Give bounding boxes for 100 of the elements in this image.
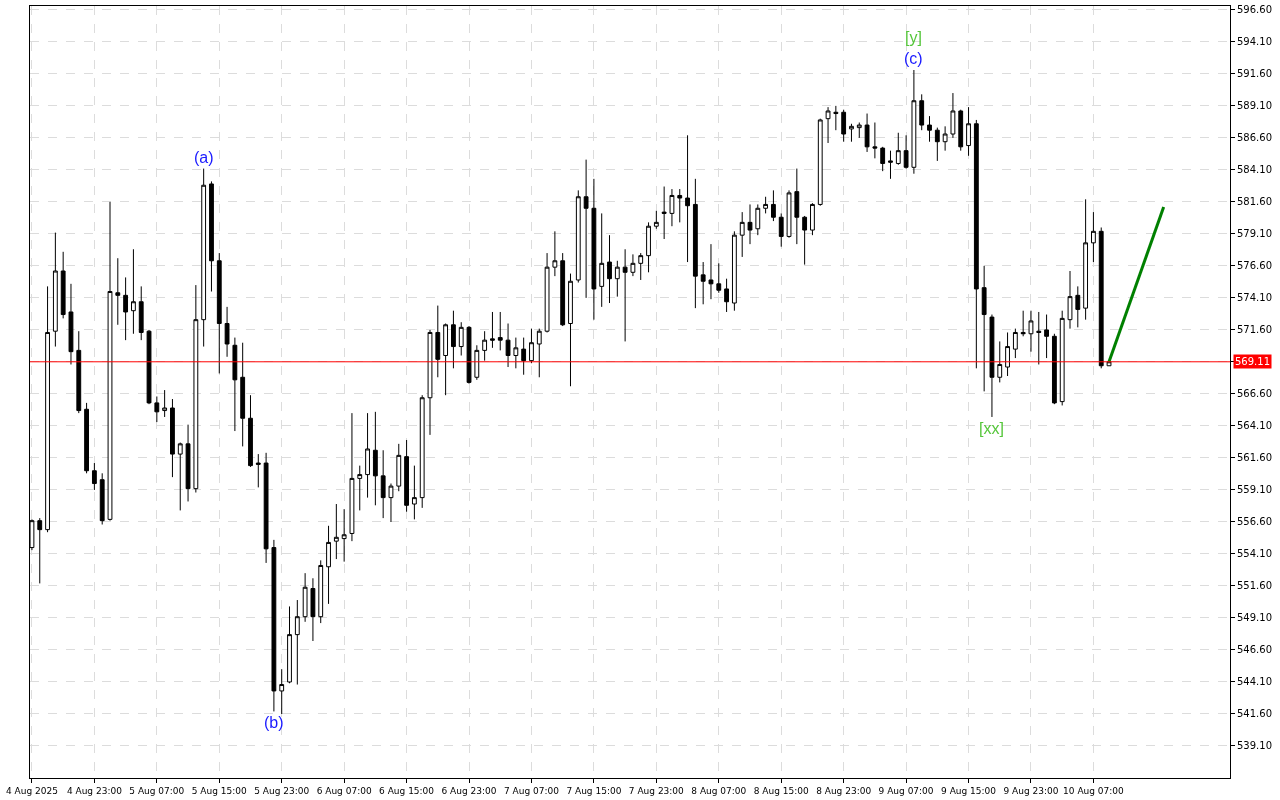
candlestick xyxy=(435,305,441,378)
candlestick xyxy=(536,328,542,378)
candlestick xyxy=(942,125,948,152)
annotation: (b) xyxy=(264,714,284,731)
candlestick xyxy=(903,134,909,170)
x-tick-label: 4 Aug 23:00 xyxy=(66,785,123,796)
candlestick xyxy=(52,232,58,348)
x-tick-label: 4 Aug 2025 xyxy=(5,785,58,796)
candlestick xyxy=(349,412,355,542)
candlestick xyxy=(927,115,932,143)
candlestick xyxy=(622,248,628,342)
candlestick xyxy=(99,472,105,526)
candlestick xyxy=(466,325,472,385)
candlestick xyxy=(318,559,324,624)
candlestick xyxy=(872,122,878,159)
candlestick xyxy=(849,123,854,143)
candlestick xyxy=(778,212,784,248)
candlestick xyxy=(419,394,425,509)
candlestick xyxy=(716,262,722,294)
x-tick-label: 6 Aug 15:00 xyxy=(379,785,435,796)
candlestick xyxy=(895,132,901,166)
candlestick xyxy=(755,203,761,236)
candlestick xyxy=(91,462,97,491)
candlestick xyxy=(692,178,698,309)
candlestick xyxy=(123,276,129,341)
candlestick xyxy=(630,253,636,277)
y-tick-label: 576.60 xyxy=(1237,260,1272,272)
y-tick-label: 551.60 xyxy=(1237,580,1272,592)
candlestick xyxy=(513,337,519,369)
candlestick xyxy=(263,452,269,564)
candlestick xyxy=(607,234,612,304)
candlestick xyxy=(981,265,987,392)
candlestick xyxy=(482,330,488,362)
candlestick xyxy=(1051,333,1057,405)
candlestick xyxy=(302,572,308,623)
candlestick xyxy=(997,340,1003,383)
y-tick-label: 594.10 xyxy=(1237,36,1272,48)
candlestick xyxy=(411,465,417,520)
candlestick xyxy=(614,260,620,298)
candlestick xyxy=(599,212,605,308)
candlestick xyxy=(552,230,558,277)
candlestick xyxy=(864,113,870,153)
y-tick-label: 571.60 xyxy=(1237,324,1272,336)
candlestick xyxy=(271,539,277,712)
candlestick xyxy=(505,323,511,368)
candlestick xyxy=(583,159,589,299)
candlestick xyxy=(279,668,285,715)
x-tick-label: 9 Aug 15:00 xyxy=(941,785,997,796)
candlestick xyxy=(310,577,316,642)
x-tick-label: 9 Aug 23:00 xyxy=(1003,785,1059,796)
candlestick xyxy=(232,337,238,432)
annotation: [xx] xyxy=(979,420,1004,437)
y-tick-label: 561.60 xyxy=(1237,452,1272,464)
y-tick-label: 559.10 xyxy=(1237,484,1272,496)
candlestick xyxy=(724,278,729,313)
candlestick xyxy=(888,150,893,180)
y-tick-label: 539.10 xyxy=(1237,740,1272,752)
candlestick xyxy=(802,215,808,266)
candlestick xyxy=(591,178,597,321)
x-tick-label: 8 Aug 15:00 xyxy=(753,785,809,796)
candlestick xyxy=(958,109,964,152)
candlestick xyxy=(661,186,667,240)
candlestick xyxy=(458,321,464,357)
candlestick xyxy=(731,230,737,312)
candlestick xyxy=(162,389,168,418)
candlestick xyxy=(372,411,378,506)
candlestick xyxy=(333,503,339,560)
candlestick xyxy=(326,525,331,605)
candlestick xyxy=(388,483,394,523)
candlestick xyxy=(560,252,566,327)
candlestick xyxy=(880,146,886,172)
candlestick xyxy=(1098,226,1104,369)
candlestick xyxy=(763,196,769,214)
candlestick xyxy=(1106,361,1112,367)
candlestick xyxy=(1012,328,1018,359)
x-tick-label: 9 Aug 07:00 xyxy=(878,785,934,796)
candlestick xyxy=(989,314,995,418)
ref-line-label: 569.11 xyxy=(1235,356,1270,367)
candlestick xyxy=(568,273,573,387)
x-tick-label: 5 Aug 23:00 xyxy=(254,785,310,796)
candlestick xyxy=(833,105,839,131)
candlestick xyxy=(841,109,847,143)
candlestick xyxy=(973,119,979,369)
candlestick xyxy=(240,342,246,447)
candlestick xyxy=(700,261,706,305)
candlestick xyxy=(490,311,495,349)
candlestick xyxy=(966,106,971,157)
y-tick-label: 541.60 xyxy=(1237,708,1272,720)
candlestick xyxy=(341,508,347,563)
candlestick xyxy=(131,248,136,335)
y-tick-label: 584.10 xyxy=(1237,164,1272,176)
y-tick-label: 546.60 xyxy=(1237,644,1272,656)
candlestick xyxy=(427,329,433,436)
candlestick xyxy=(84,402,89,474)
candlestick xyxy=(669,188,675,227)
candlestick xyxy=(474,344,480,381)
candlestick xyxy=(950,92,956,139)
candlestick xyxy=(451,310,456,369)
candlestick xyxy=(115,257,121,326)
candlestick xyxy=(193,284,199,493)
